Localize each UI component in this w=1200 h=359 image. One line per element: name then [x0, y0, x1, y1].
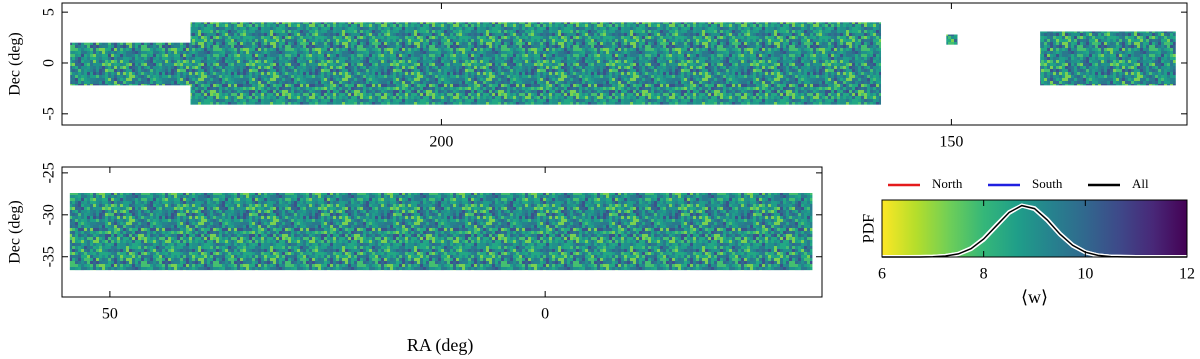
footprint: [946, 34, 958, 45]
x-tick-label: 8: [980, 266, 988, 283]
axes-frame: [61, 2, 1188, 126]
legend-label: North: [932, 176, 963, 191]
x-tick-label: 0: [541, 306, 549, 323]
x-tick-label: 10: [1077, 266, 1093, 283]
legend-label: South: [1032, 176, 1063, 191]
x-tick-label: 6: [878, 266, 886, 283]
footprint: [69, 193, 813, 271]
y-tick-label: -5: [41, 107, 58, 120]
footprint: [70, 42, 191, 86]
y-tick-label: -25: [41, 162, 58, 183]
y-tick-label: -30: [41, 204, 58, 225]
footprint: [190, 22, 882, 105]
x-tick-label: 150: [939, 134, 963, 151]
y-tick-label: 5: [41, 8, 58, 16]
y-axis-label: PDF: [861, 214, 878, 243]
footprint: [1040, 31, 1176, 86]
axes-frame: [61, 166, 823, 298]
x-tick-label: 200: [429, 134, 453, 151]
y-tick-label: 0: [41, 59, 58, 67]
axes-frame: [881, 199, 1188, 258]
x-tick-label: 12: [1179, 266, 1195, 283]
y-axis-label: Dec (deg): [7, 32, 24, 96]
x-axis-label: ⟨w⟩: [1021, 287, 1048, 307]
x-tick-label: 50: [102, 306, 118, 323]
x-axis-label: RA (deg): [407, 335, 474, 356]
y-tick-label: -35: [41, 246, 58, 267]
legend-label: All: [1132, 176, 1149, 191]
y-axis-label: Dec (deg): [7, 200, 24, 264]
